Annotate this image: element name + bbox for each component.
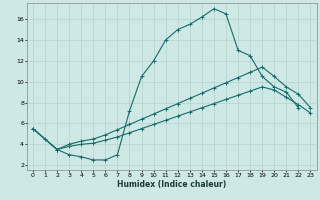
X-axis label: Humidex (Indice chaleur): Humidex (Indice chaleur) xyxy=(117,180,226,189)
